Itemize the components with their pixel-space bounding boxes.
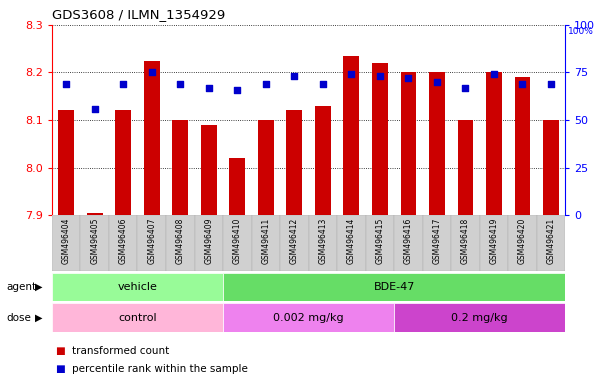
Text: BDE-47: BDE-47 <box>373 282 415 292</box>
Text: ▶: ▶ <box>35 313 43 323</box>
Bar <box>394 303 565 332</box>
Point <box>318 81 327 87</box>
Text: 100%: 100% <box>568 27 594 36</box>
Text: dose: dose <box>6 313 31 323</box>
Bar <box>429 73 445 215</box>
Bar <box>166 215 194 271</box>
Bar <box>137 215 166 271</box>
Text: GSM496421: GSM496421 <box>546 218 555 264</box>
Text: ■: ■ <box>55 364 65 374</box>
Text: GSM496417: GSM496417 <box>433 218 441 264</box>
Point <box>147 70 156 76</box>
Text: GSM496405: GSM496405 <box>90 218 99 264</box>
Point <box>290 73 299 79</box>
Text: GSM496420: GSM496420 <box>518 218 527 264</box>
Bar <box>52 215 81 271</box>
Text: GSM496404: GSM496404 <box>62 218 71 264</box>
Point <box>261 81 271 87</box>
Text: GSM496408: GSM496408 <box>176 218 185 264</box>
Text: percentile rank within the sample: percentile rank within the sample <box>72 364 248 374</box>
Point <box>61 81 71 87</box>
Text: GSM496407: GSM496407 <box>147 218 156 264</box>
Text: GSM496411: GSM496411 <box>262 218 270 264</box>
Bar <box>223 273 565 301</box>
Bar <box>258 120 274 215</box>
Bar <box>309 215 337 271</box>
Point <box>232 86 242 93</box>
Bar <box>109 215 137 271</box>
Bar <box>194 215 223 271</box>
Text: GSM496416: GSM496416 <box>404 218 413 264</box>
Bar <box>451 215 480 271</box>
Point <box>432 79 442 85</box>
Point <box>175 81 185 87</box>
Bar <box>280 215 309 271</box>
Point <box>489 71 499 78</box>
Bar <box>543 120 559 215</box>
Text: vehicle: vehicle <box>117 282 158 292</box>
Point <box>204 84 214 91</box>
Bar <box>115 111 131 215</box>
Text: GSM496415: GSM496415 <box>375 218 384 264</box>
Text: GSM496413: GSM496413 <box>318 218 327 264</box>
Bar <box>423 215 451 271</box>
Text: GDS3608 / ILMN_1354929: GDS3608 / ILMN_1354929 <box>52 8 225 21</box>
Text: 0.002 mg/kg: 0.002 mg/kg <box>273 313 344 323</box>
Bar <box>486 73 502 215</box>
Bar <box>508 215 536 271</box>
Bar <box>223 303 394 332</box>
Text: GSM496410: GSM496410 <box>233 218 242 264</box>
Point <box>403 75 413 81</box>
Point <box>375 73 385 79</box>
Bar <box>365 215 394 271</box>
Bar <box>87 213 103 215</box>
Bar <box>81 215 109 271</box>
Text: GSM496418: GSM496418 <box>461 218 470 264</box>
Point <box>546 81 556 87</box>
Bar <box>401 73 416 215</box>
Bar <box>229 158 245 215</box>
Bar <box>514 77 530 215</box>
Bar <box>315 106 331 215</box>
Text: GSM496419: GSM496419 <box>489 218 499 264</box>
Bar <box>287 111 302 215</box>
Point <box>518 81 527 87</box>
Bar <box>144 61 159 215</box>
Bar <box>480 215 508 271</box>
Bar <box>343 56 359 215</box>
Text: transformed count: transformed count <box>72 346 169 356</box>
Bar <box>337 215 365 271</box>
Bar <box>372 63 388 215</box>
Bar <box>172 120 188 215</box>
Bar <box>223 215 252 271</box>
Bar <box>394 215 423 271</box>
Text: GSM496409: GSM496409 <box>204 218 213 264</box>
Point <box>346 71 356 78</box>
Bar <box>52 303 223 332</box>
Bar <box>59 111 74 215</box>
Bar <box>536 215 565 271</box>
Bar <box>252 215 280 271</box>
Text: 0.2 mg/kg: 0.2 mg/kg <box>452 313 508 323</box>
Point <box>90 106 100 112</box>
Bar <box>201 125 216 215</box>
Text: GSM496406: GSM496406 <box>119 218 128 264</box>
Text: agent: agent <box>6 282 36 292</box>
Text: ■: ■ <box>55 346 65 356</box>
Point <box>461 84 470 91</box>
Text: control: control <box>118 313 157 323</box>
Point <box>119 81 128 87</box>
Bar <box>458 120 473 215</box>
Text: GSM496414: GSM496414 <box>347 218 356 264</box>
Bar <box>52 273 223 301</box>
Text: GSM496412: GSM496412 <box>290 218 299 264</box>
Text: ▶: ▶ <box>35 282 43 292</box>
